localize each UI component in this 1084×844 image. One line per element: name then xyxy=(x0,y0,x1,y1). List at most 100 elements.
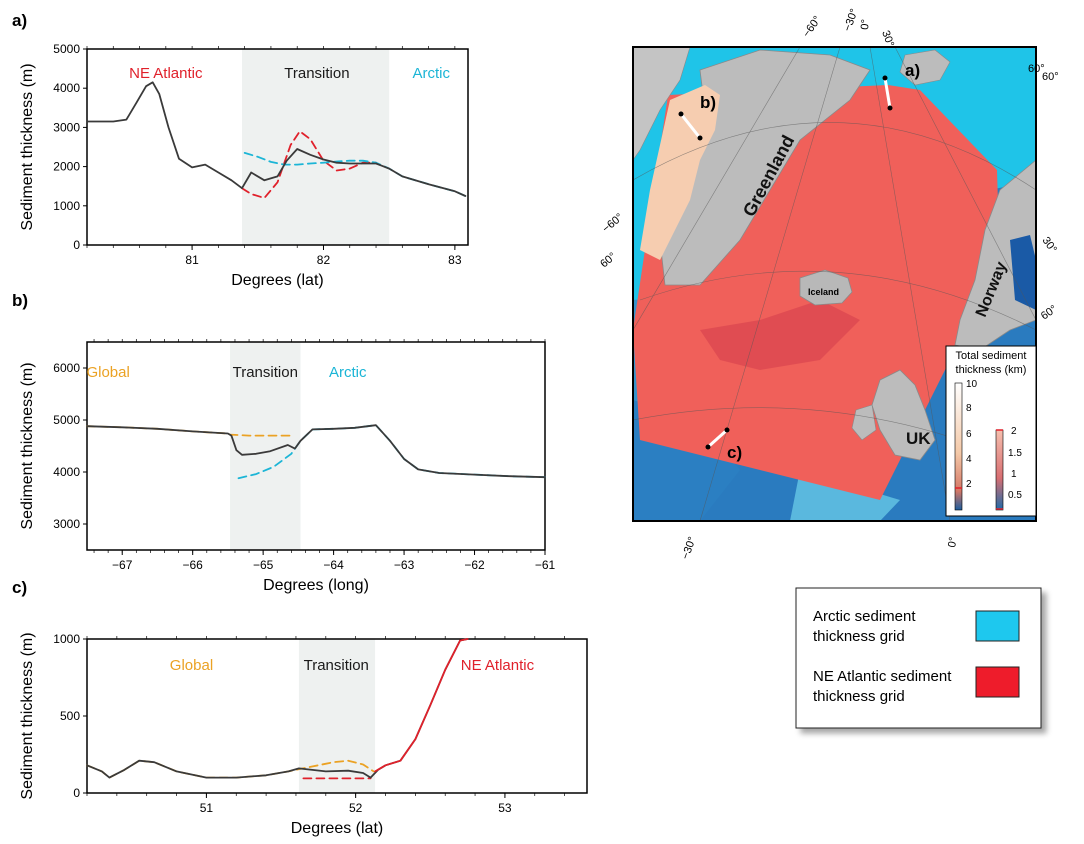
xtick-label-b: −66 xyxy=(183,558,204,572)
legend-ne-atlantic-line1: NE Atlantic sediment xyxy=(813,668,952,685)
xlabel-b: Degrees (long) xyxy=(263,577,369,594)
profile-a-start xyxy=(882,75,888,81)
region-label-c-0: Global xyxy=(170,657,213,674)
region-label-a-1: Transition xyxy=(284,65,349,82)
map-svalbard xyxy=(899,49,951,86)
chart-c: c) 0 500 1000 51 52 53 Degrees (lat) Sediment t… xyxy=(12,578,588,837)
colorbar-small xyxy=(995,429,1004,511)
legend-arctic-swatch xyxy=(975,610,1020,642)
ylabel-a: Sediment thickness (m) xyxy=(19,63,36,230)
region-label-a-0: NE Atlantic xyxy=(129,65,203,82)
ytick-label-a: 3000 xyxy=(53,120,80,134)
xlabel-a: Degrees (lat) xyxy=(231,272,323,289)
colorbar-small-tick-2: 2 xyxy=(1011,426,1017,437)
xtick-label-b: −63 xyxy=(394,558,415,572)
graticule-label-60-right: 60° xyxy=(1039,303,1060,322)
map-label-c: c) xyxy=(727,443,742,462)
xtick-label-b: −64 xyxy=(323,558,344,572)
panel-c-label: c) xyxy=(12,578,27,597)
map-profiles xyxy=(678,75,893,450)
legend-ne-atlantic-line2: thickness grid xyxy=(813,688,905,705)
colorbar-main xyxy=(954,382,963,511)
graticule-label-neg30-bottom: −30° xyxy=(680,535,699,561)
colorbar-title-2: thickness (km) xyxy=(956,364,1027,376)
profile-b-end xyxy=(697,135,703,141)
map-baffin-shelf xyxy=(640,85,720,260)
profile-c-line xyxy=(706,428,729,449)
panel-a-label: a) xyxy=(12,11,27,30)
colorbar-title-1: Total sediment xyxy=(956,350,1027,362)
colorbar-main-ticks: 10 8 6 4 2 xyxy=(966,379,978,490)
ylabel-b: Sediment thickness (m) xyxy=(19,362,36,529)
xtick-label-b: −65 xyxy=(253,558,274,572)
ytick-label-c: 0 xyxy=(73,786,80,800)
plot-frame-a xyxy=(86,48,469,246)
region-label-a-2: Arctic xyxy=(412,65,450,82)
colorbar-small-tick-0-5: 0.5 xyxy=(1008,490,1022,501)
xtick-label-b: −61 xyxy=(535,558,556,572)
colorbar-tick-6: 6 xyxy=(966,429,972,440)
colorbar-small-tick-1: 1 xyxy=(1011,469,1017,480)
graticule-label-neg30-top: −30° xyxy=(842,7,861,33)
colorbar-tick-8: 8 xyxy=(966,403,972,414)
panel-b-label: b) xyxy=(12,291,28,310)
ytick-label-b: 3000 xyxy=(53,517,80,531)
colorbar-small-ticks: 2 1.5 1 0.5 xyxy=(1008,426,1022,501)
xtick-label-b: −62 xyxy=(464,558,485,572)
region-label-c-2: NE Atlantic xyxy=(461,657,535,674)
chart-a: a) 0 1000 2000 3000 4000 5000 81 82 83 Degrees (l… xyxy=(12,11,469,289)
series-grid-a-a xyxy=(241,130,377,199)
ytick-label-c: 500 xyxy=(60,709,80,723)
grid-legend: Arctic sediment thickness grid NE Atlant… xyxy=(795,587,1042,729)
xtick-label-c: 52 xyxy=(349,801,363,815)
map-baltic xyxy=(1010,235,1036,310)
ytick-label-b: 5000 xyxy=(53,413,80,427)
region-label-c-1: Transition xyxy=(304,657,369,674)
ytick-label-a: 1000 xyxy=(53,199,80,213)
ytick-label-b: 4000 xyxy=(53,465,80,479)
ytick-label-a: 5000 xyxy=(53,42,80,56)
profile-b-start xyxy=(678,111,684,117)
ylabel-c: Sediment thickness (m) xyxy=(19,632,36,799)
ytick-label-a: 4000 xyxy=(53,81,80,95)
ytick-label-a: 2000 xyxy=(53,160,80,174)
graticule-label-0-top: 0° xyxy=(859,19,872,31)
xtick-label-b: −67 xyxy=(112,558,133,572)
xtick-label-a: 81 xyxy=(185,253,199,267)
map-canada xyxy=(633,47,691,161)
ytick-label-c: 1000 xyxy=(53,632,80,646)
map-norway xyxy=(954,159,1036,351)
map-graticule xyxy=(633,47,1036,521)
profile-a-line xyxy=(883,77,892,109)
graticule-label-30-top: 30° xyxy=(879,29,896,49)
map-place-iceland: Iceland xyxy=(808,287,839,297)
map-ridge-dark xyxy=(700,300,860,370)
colorbar-small-tick-1-5: 1.5 xyxy=(1008,448,1022,459)
plot-frame-b xyxy=(86,341,546,551)
profile-c-end xyxy=(705,444,711,450)
chart-b: b) 3000 4000 5000 6000 −67 −66 −65 −64 −63 −62 −61… xyxy=(12,291,556,594)
profile-b-line xyxy=(679,113,702,139)
xlabel-c: Degrees (lat) xyxy=(291,820,383,837)
map-graticule-labels: −60° −30° 0° 30° 60° −60° 60° 30° 60° 60… xyxy=(598,7,1059,561)
region-label-b-1: Transition xyxy=(233,364,298,381)
map-label-b: b) xyxy=(700,93,716,112)
series-ne-atlantic-c xyxy=(374,638,469,773)
sediment-map: a) b) c) Greenland Iceland Norway UK −60… xyxy=(598,7,1059,561)
graticule-label-0-bottom: 0° xyxy=(946,536,960,548)
xtick-label-a: 83 xyxy=(448,253,462,267)
graticule-label-60-top: 60° xyxy=(1028,63,1045,75)
legend-arctic-line1: Arctic sediment xyxy=(813,608,916,625)
map-frame xyxy=(632,46,1037,522)
graticule-label-30-right: 30° xyxy=(1040,235,1059,256)
xtick-label-c: 53 xyxy=(498,801,512,815)
ytick-label-b: 6000 xyxy=(53,361,80,375)
map-colorbar: Total sediment thickness (km) 10 8 6 4 2… xyxy=(945,345,1037,517)
ytick-label-a: 0 xyxy=(73,238,80,252)
xtick-label-c: 51 xyxy=(200,801,214,815)
map-ireland xyxy=(851,404,877,441)
graticule-label-60-corner: 60° xyxy=(1042,71,1059,83)
xtick-label-a: 82 xyxy=(317,253,331,267)
series-merged-a xyxy=(86,81,467,197)
